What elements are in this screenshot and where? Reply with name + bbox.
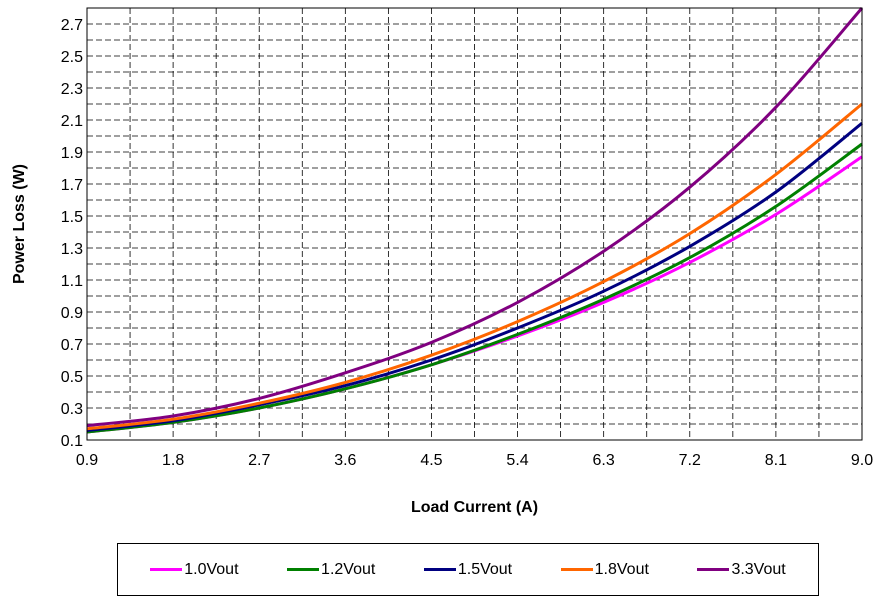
legend-swatch xyxy=(560,568,593,571)
series-line-1.8Vout xyxy=(86,102,863,431)
plot-area-border xyxy=(86,7,863,441)
legend: 1.0Vout 1.2Vout 1.5Vout 1.8Vout 3.3Vout xyxy=(117,543,819,596)
x-tick-label: 4.5 xyxy=(420,452,442,469)
x-tick-label: 1.8 xyxy=(162,452,184,469)
legend-label: 1.2Vout xyxy=(321,560,376,578)
power-loss-chart: 0.1 0.3 0.5 0.7 0.9 1.1 1.3 1.5 1.7 1.9 2.1 2.3 2.5 2… xyxy=(11,7,873,516)
y-tick-label: 1.3 xyxy=(61,241,83,258)
x-tick-label: 6.3 xyxy=(593,452,615,469)
y-axis-title: Power Loss (W) xyxy=(11,164,28,284)
x-tick-labels: 0.9 1.8 2.7 3.6 4.5 5.4 6.3 7.2 8.1 9.0 xyxy=(76,452,873,469)
series-line-3.3Vout xyxy=(86,7,864,428)
legend-item: 1.8Vout xyxy=(560,560,649,579)
y-tick-label: 0.5 xyxy=(61,369,83,386)
grid xyxy=(87,8,862,440)
x-tick-label: 2.7 xyxy=(248,452,270,469)
x-tick-label: 0.9 xyxy=(76,452,98,469)
legend-swatch xyxy=(150,568,183,571)
y-tick-label: 2.3 xyxy=(61,81,83,98)
x-tick-label: 9.0 xyxy=(851,452,873,469)
legend-label: 1.5Vout xyxy=(457,560,513,578)
legend-swatch xyxy=(423,568,456,571)
y-tick-label: 1.5 xyxy=(61,209,83,226)
y-tick-label: 0.3 xyxy=(61,401,83,418)
y-tick-label: 1.7 xyxy=(61,177,83,194)
y-tick-label: 1.9 xyxy=(61,145,83,162)
y-tick-label: 0.7 xyxy=(61,337,83,354)
legend-swatch xyxy=(287,568,320,571)
legend-label: 1.0Vout xyxy=(184,560,239,578)
series-line-1.5Vout xyxy=(86,122,863,432)
y-tick-label: 1.1 xyxy=(61,273,83,290)
legend-item: 1.2Vout xyxy=(287,561,375,579)
y-tick-label: 2.1 xyxy=(61,113,83,130)
x-tick-label: 8.1 xyxy=(765,452,787,469)
series-line-1.2Vout xyxy=(86,142,863,434)
x-axis-title: Load Current (A) xyxy=(411,499,538,516)
legend-item: 1.5Vout xyxy=(423,560,513,579)
y-tick-labels: 0.1 0.3 0.5 0.7 0.9 1.1 1.3 1.5 1.7 1.9 2.1 2.3 2.5 2… xyxy=(61,17,83,450)
legend-item: 1.0Vout xyxy=(150,560,239,579)
y-tick-label: 0.1 xyxy=(61,433,83,450)
series-lines xyxy=(86,7,864,434)
legend-swatch xyxy=(697,568,730,571)
legend-item: 3.3Vout xyxy=(697,560,786,579)
y-tick-label: 2.5 xyxy=(61,49,83,66)
y-tick-label: 0.9 xyxy=(61,305,83,322)
x-tick-label: 3.6 xyxy=(334,452,356,469)
legend-label: 1.8Vout xyxy=(594,560,649,578)
y-tick-label: 2.7 xyxy=(61,17,83,34)
legend-label: 3.3Vout xyxy=(731,560,786,578)
x-tick-label: 7.2 xyxy=(679,452,701,469)
x-tick-label: 5.4 xyxy=(506,452,528,469)
